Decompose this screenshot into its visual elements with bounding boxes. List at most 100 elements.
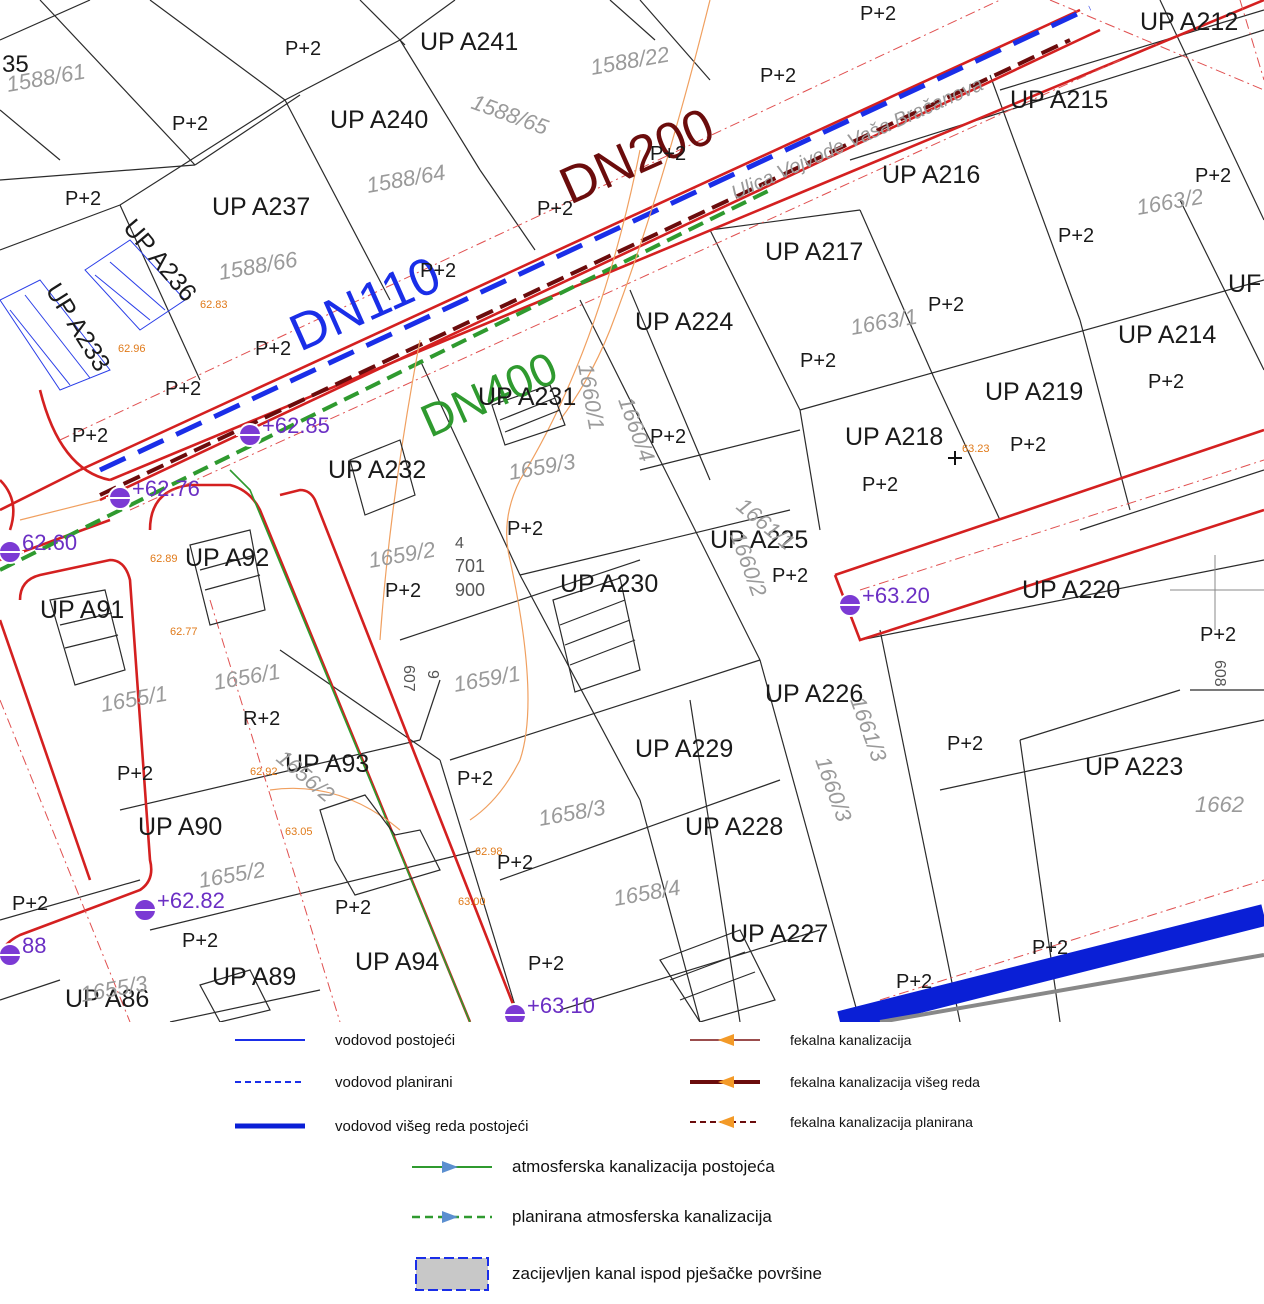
p-label: P+2 bbox=[772, 565, 808, 587]
legend-label: vodovod višeg reda postojeći bbox=[335, 1117, 529, 1135]
legend-item-atmosferska-planirana: planirana atmosferska kanalizacija bbox=[412, 1207, 772, 1227]
p-label: P+2 bbox=[65, 188, 101, 210]
legend-item-fekalna-planirana: fekalna kanalizacija planirana bbox=[690, 1112, 973, 1132]
legend-symbol-thick-dark-red-arrow-line bbox=[690, 1076, 760, 1088]
legend-label: atmosferska kanalizacija postojeća bbox=[512, 1157, 775, 1176]
p-label: P+2 bbox=[12, 893, 48, 915]
p-label: P+2 bbox=[497, 852, 533, 874]
legend-symbol-green-arrow-line bbox=[412, 1161, 492, 1173]
setback-lines bbox=[0, 0, 1264, 1022]
site-plan-map: DN110 DN200 DN400 Ulica Vojvode Vaša Bra… bbox=[0, 0, 1264, 1022]
misc-9: 9 bbox=[424, 670, 441, 679]
p-label: P+2 bbox=[860, 3, 896, 25]
up-label: UP A229 bbox=[635, 735, 733, 763]
p-label: P+2 bbox=[537, 198, 573, 220]
p-label: P+2 bbox=[1195, 165, 1231, 187]
up-label: UP A241 bbox=[420, 28, 518, 56]
elevation-marker-icon bbox=[503, 1003, 527, 1022]
point-elevation: 63.05 bbox=[285, 826, 313, 838]
pipe-label-dn200: DN200 bbox=[551, 97, 722, 216]
legend: vodovod postojeći vodovod planirani vodo… bbox=[0, 1022, 1264, 1304]
p-label: P+2 bbox=[385, 580, 421, 602]
p-label: P+2 bbox=[117, 763, 153, 785]
legend-symbol-solid-blue-line bbox=[235, 1039, 305, 1041]
p-label: P+2 bbox=[285, 38, 321, 60]
pipe-vodovod-viseg-reda bbox=[837, 904, 1264, 1022]
legend-item-zacijevljen-kanal: zacijevljen kanal ispod pješačke površin… bbox=[412, 1254, 842, 1294]
elevation-value: +63.20 bbox=[862, 583, 930, 608]
parcel-number: 1659/1 bbox=[452, 661, 523, 697]
p-label: P+2 bbox=[650, 143, 686, 165]
p-label: P+2 bbox=[528, 953, 564, 975]
parcel-number: 1660/3 bbox=[810, 753, 857, 826]
misc-608: 608 bbox=[1211, 660, 1228, 687]
up-label: UP A225 bbox=[710, 526, 808, 554]
parcel-number: 1658/4 bbox=[612, 875, 683, 911]
parcel-number: 1660/1 bbox=[573, 362, 609, 433]
parcel-boundaries bbox=[0, 0, 1264, 1022]
up-label: UP A219 bbox=[985, 378, 1083, 406]
up-label: UP A223 bbox=[1085, 753, 1183, 781]
survey-point bbox=[948, 451, 962, 465]
p-label: P+2 bbox=[862, 474, 898, 496]
parcel-number: 1655/1 bbox=[99, 681, 170, 717]
p-label: P+2 bbox=[1032, 937, 1068, 959]
legend-label: vodovod postojeći bbox=[335, 1031, 456, 1049]
p-label: P+2 bbox=[800, 350, 836, 372]
p-label: P+2 bbox=[165, 378, 201, 400]
up-label: UP A89 bbox=[212, 963, 296, 991]
parcel-number: 1663/1 bbox=[849, 304, 920, 340]
legend-symbol-dark-red-arrow-line bbox=[690, 1034, 760, 1046]
legend-item-fekalna-viseg-reda: fekalna kanalizacija višeg reda bbox=[690, 1072, 980, 1092]
point-elevation: 62.98 bbox=[475, 846, 503, 858]
legend-label: planirana atmosferska kanalizacija bbox=[512, 1207, 772, 1226]
parcel-number: 1588/65 bbox=[468, 89, 552, 140]
channel-edge bbox=[879, 953, 1264, 1022]
misc-900: 900 bbox=[455, 580, 485, 600]
p-label: P+2 bbox=[1148, 371, 1184, 393]
up-label: UP A220 bbox=[1022, 576, 1120, 604]
up-label: UP A231 bbox=[478, 383, 576, 411]
p-label: P+2 bbox=[1010, 434, 1046, 456]
elevation-markers: +62.85 +62.76 62.60 +63.20 +62.82 +63.10 88 bbox=[0, 413, 930, 1022]
up-label: UP A230 bbox=[560, 570, 658, 598]
parcel-number: 1659/2 bbox=[367, 537, 438, 573]
legend-label: fekalna kanalizacija planirana bbox=[790, 1114, 973, 1130]
misc-4: 4 bbox=[455, 535, 464, 552]
point-elevation: 63.00 bbox=[458, 896, 486, 908]
legend-item-vodovod-planirani: vodovod planirani bbox=[235, 1072, 453, 1092]
up-label: UP A93 bbox=[285, 750, 369, 778]
p-label: P+2 bbox=[172, 113, 208, 135]
parcel-number: 1588/64 bbox=[365, 159, 448, 197]
crosshair-mark bbox=[1170, 555, 1264, 630]
misc-607: 607 bbox=[400, 665, 417, 692]
orange-contours bbox=[19, 0, 711, 831]
up-label: UP A214 bbox=[1118, 321, 1216, 349]
legend-symbol-grey-box-blue-dashed bbox=[415, 1257, 489, 1291]
legend-label: fekalna kanalizacija višeg reda bbox=[790, 1074, 980, 1090]
legend-item-vodovod-viseg-reda: vodovod višeg reda postojeći bbox=[235, 1116, 528, 1136]
p-label: P+2 bbox=[947, 733, 983, 755]
p-label: P+2 bbox=[928, 294, 964, 316]
parcel-number: 1588/22 bbox=[589, 41, 672, 79]
up-label: UP A94 bbox=[355, 948, 439, 976]
up-label: UP A90 bbox=[138, 813, 222, 841]
up-label: UP A228 bbox=[685, 813, 783, 841]
p-label: P+2 bbox=[1200, 624, 1236, 646]
p-label: P+2 bbox=[72, 425, 108, 447]
up-label: UP A212 bbox=[1140, 8, 1238, 36]
misc-uf: UF bbox=[1228, 270, 1261, 298]
pipe-fekalna-planirana bbox=[99, 38, 1071, 497]
parcel-number: 1663/2 bbox=[1135, 184, 1206, 220]
parcel-labels: 1588/61 1588/221588/651588/641588/661663/… bbox=[5, 41, 1244, 1006]
legend-symbol-dashed-dark-red-arrow-line bbox=[690, 1116, 760, 1128]
p-label: P+2 bbox=[457, 768, 493, 790]
r-label: R+2 bbox=[243, 708, 280, 730]
legend-item-vodovod-postojeci: vodovod postojeći bbox=[235, 1030, 455, 1050]
parcel-number: 1662 bbox=[1195, 792, 1244, 817]
legend-label: fekalna kanalizacija bbox=[790, 1032, 912, 1048]
up-label: UP A218 bbox=[845, 423, 943, 451]
up-label: UP A92 bbox=[185, 544, 269, 572]
p-label: P+2 bbox=[255, 338, 291, 360]
